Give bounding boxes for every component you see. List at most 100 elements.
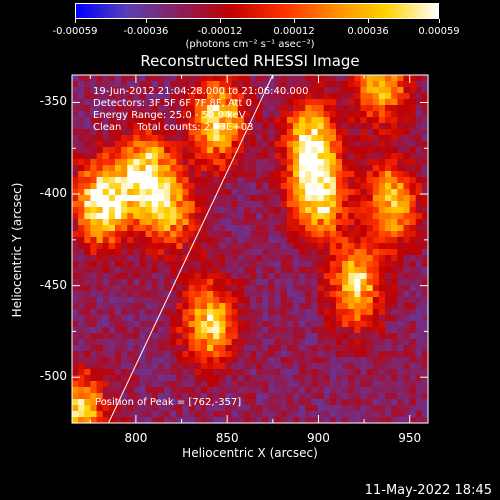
heatmap-cell — [268, 273, 276, 280]
heatmap-cell — [292, 93, 300, 100]
heatmap-cell — [397, 207, 405, 214]
heatmap-cell — [403, 387, 411, 394]
heatmap-cell — [274, 111, 282, 118]
heatmap-cell — [157, 255, 165, 262]
heatmap-cell — [96, 225, 104, 232]
heatmap-cell — [237, 81, 245, 88]
heatmap-cell — [415, 327, 423, 334]
heatmap-cell — [96, 147, 104, 154]
heatmap-cell — [139, 147, 147, 154]
heatmap-cell — [225, 261, 233, 268]
heatmap-cell — [121, 219, 128, 226]
heatmap-cell — [292, 177, 300, 184]
heatmap-cell — [280, 75, 288, 82]
heatmap-cell — [145, 249, 153, 256]
heatmap-cell — [342, 393, 349, 400]
annotation-energy: Energy Range: 25.0 - 50.0 keV — [93, 110, 246, 121]
heatmap-cell — [311, 327, 319, 334]
heatmap-cell — [274, 327, 282, 334]
heatmap-cell — [292, 237, 300, 244]
heatmap-cell — [237, 411, 245, 418]
heatmap-cell — [127, 147, 134, 154]
heatmap-cell — [317, 345, 325, 352]
heatmap-cell — [256, 117, 263, 124]
heatmap-cell — [243, 417, 251, 424]
heatmap-cell — [194, 285, 202, 292]
heatmap-cell — [335, 369, 343, 376]
heatmap-cell — [225, 177, 233, 184]
heatmap-cell — [292, 405, 300, 412]
heatmap-cell — [133, 237, 141, 244]
heatmap-cell — [84, 195, 92, 202]
heatmap-cell — [108, 285, 116, 292]
heatmap-cell — [237, 159, 245, 166]
heatmap-cell — [200, 189, 208, 196]
heatmap-cell — [256, 351, 263, 358]
heatmap-cell — [102, 291, 110, 298]
heatmap-cell — [323, 405, 331, 412]
annotation-detectors: Detectors: 3F 5F 6F 7F 8F, Att 0 — [93, 98, 253, 109]
heatmap-cell — [72, 123, 79, 130]
heatmap-cell — [323, 99, 331, 106]
heatmap-cell — [415, 201, 423, 208]
heatmap-cell — [286, 117, 294, 124]
heatmap-cell — [207, 237, 214, 244]
heatmap-cell — [164, 321, 171, 328]
heatmap-cell — [348, 123, 355, 130]
heatmap-cell — [421, 177, 429, 184]
heatmap-cell — [151, 417, 159, 424]
heatmap-cell — [262, 357, 270, 364]
heatmap-cell — [403, 141, 411, 148]
heatmap-cell — [231, 321, 239, 328]
heatmap-cell — [188, 273, 196, 280]
heatmap-cell — [366, 297, 374, 304]
heatmap-cell — [157, 231, 165, 238]
heatmap-cell — [397, 285, 405, 292]
heatmap-cell — [139, 207, 147, 214]
heatmap-cell — [243, 123, 251, 130]
heatmap-cell — [385, 177, 392, 184]
heatmap-cell — [157, 141, 165, 148]
heatmap-cell — [268, 381, 276, 388]
heatmap-cell — [305, 159, 312, 166]
heatmap-cell — [127, 183, 134, 190]
heatmap-cell — [311, 177, 319, 184]
heatmap-cell — [403, 321, 411, 328]
heatmap-cell — [366, 207, 374, 214]
heatmap-cell — [157, 399, 165, 406]
heatmap-cell — [268, 201, 276, 208]
heatmap-cell — [409, 261, 417, 268]
heatmap-cell — [170, 375, 177, 382]
heatmap-cell — [415, 273, 423, 280]
heatmap-cell — [342, 195, 349, 202]
heatmap-cell — [403, 345, 411, 352]
heatmap-cell — [213, 207, 220, 214]
heatmap-cell — [391, 285, 398, 292]
heatmap-cell — [84, 165, 92, 172]
heatmap-cell — [250, 279, 257, 286]
heatmap-cell — [421, 231, 429, 238]
heatmap-cell — [219, 273, 227, 280]
heatmap-cell — [219, 387, 227, 394]
heatmap-cell — [311, 297, 319, 304]
heatmap-cell — [145, 117, 153, 124]
heatmap-cell — [335, 147, 343, 154]
heatmap-cell — [219, 237, 227, 244]
heatmap-cell — [213, 327, 220, 334]
heatmap-cell — [268, 267, 276, 274]
heatmap-cell — [305, 135, 312, 142]
heatmap-cell — [84, 363, 92, 370]
heatmap-cell — [114, 363, 122, 370]
heatmap-cell — [139, 141, 147, 148]
heatmap-cell — [280, 93, 288, 100]
heatmap-cell — [280, 231, 288, 238]
heatmap-cell — [329, 81, 337, 88]
heatmap-cell — [102, 285, 110, 292]
heatmap-cell — [96, 357, 104, 364]
heatmap-cell — [114, 405, 122, 412]
heatmap-cell — [78, 219, 85, 226]
heatmap-cell — [421, 405, 429, 412]
heatmap-cell — [200, 381, 208, 388]
heatmap-cell — [237, 267, 245, 274]
heatmap-cell — [360, 309, 368, 316]
